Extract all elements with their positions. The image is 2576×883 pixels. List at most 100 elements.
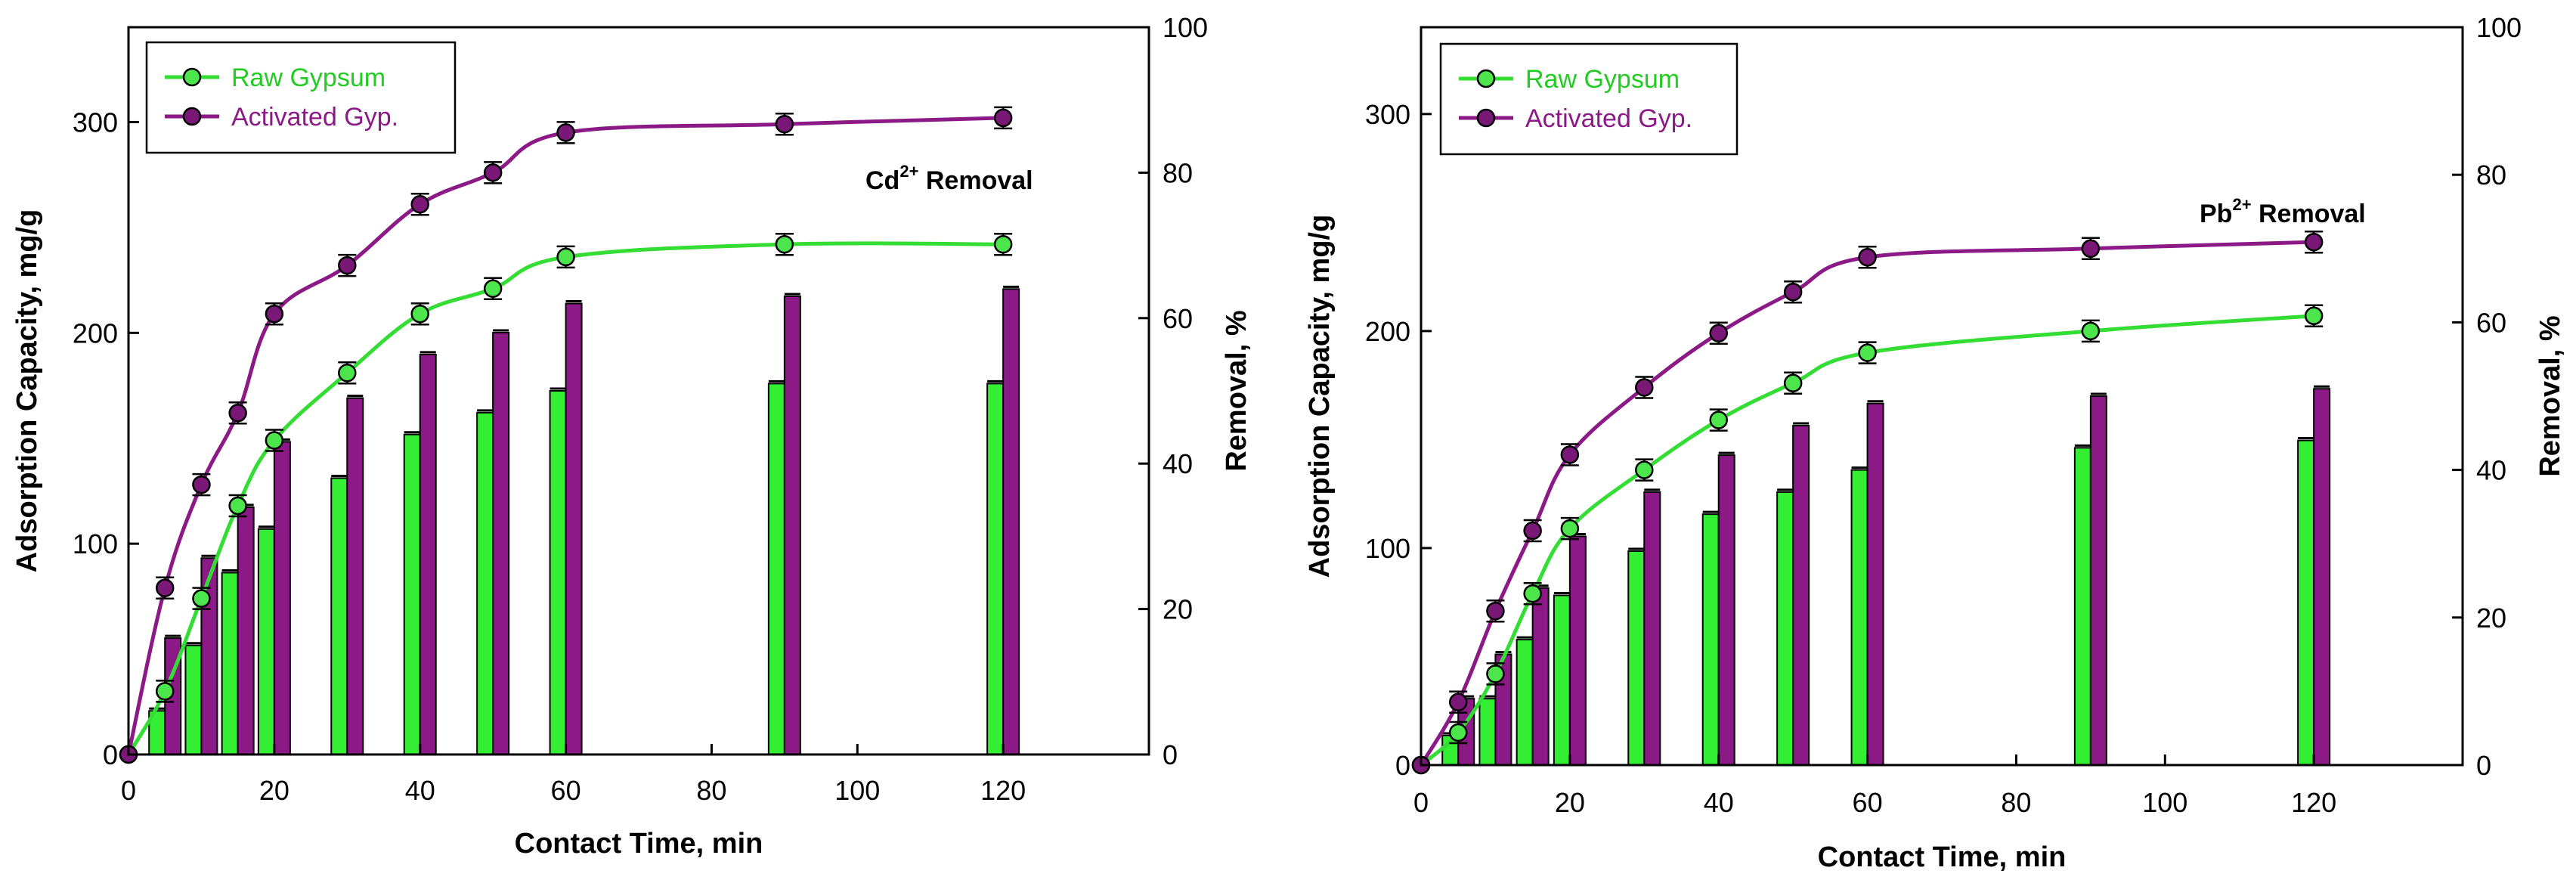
- plot-frame: [127, 26, 1150, 756]
- x-tick-label-80: 80: [2001, 787, 2031, 818]
- y2-tick-label-100: 100: [1163, 12, 1208, 43]
- plot-frame: [1420, 26, 2464, 767]
- bar-activated-t50: [1792, 425, 1810, 766]
- point-activated-gyp-t60: [1858, 248, 1877, 267]
- y2-tick-label-60: 60: [1163, 303, 1193, 334]
- point-activated-gyp-t90: [775, 115, 794, 134]
- y-tick-label-300: 300: [1365, 99, 1410, 130]
- point-activated-gyp-t50: [1783, 282, 1803, 302]
- point-raw-gypsum-t60: [1858, 343, 1877, 362]
- bar-activated-t30: [346, 397, 364, 755]
- bar-activated-t120: [1002, 288, 1020, 755]
- legend-box: [145, 41, 457, 154]
- y-axis-label: Adsorption Capacity, mg/g: [11, 209, 43, 573]
- x-tick-label-60: 60: [551, 775, 581, 806]
- bar-activated-t50: [492, 332, 510, 756]
- bar-raw-t50: [1776, 491, 1794, 766]
- legend-label-raw-gypsum: Raw Gypsum: [231, 64, 385, 92]
- bar-raw-t10: [1478, 698, 1497, 766]
- point-raw-gypsum-t15: [228, 496, 247, 516]
- x-axis-label: Contact Time, min: [515, 828, 763, 860]
- series-line-activated-gyp: [126, 116, 1004, 755]
- y-tick-label-200: 200: [1365, 316, 1410, 347]
- point-raw-gypsum-t20: [265, 431, 284, 450]
- annotation-base: Pb: [2200, 200, 2232, 228]
- point-raw-gypsum-t50: [1783, 373, 1803, 393]
- bar-raw-t30: [1627, 550, 1646, 767]
- point-raw-gypsum-t15: [1523, 584, 1542, 603]
- point-activated-gyp-t50: [483, 163, 503, 182]
- legend-marker-1: [1476, 108, 1496, 128]
- x-tick-label-20: 20: [1555, 787, 1585, 818]
- bar-activated-t90: [2089, 395, 2107, 766]
- y-axis-label: Adsorption Capacity, mg/g: [1304, 215, 1336, 578]
- bar-raw-t20: [1553, 594, 1571, 767]
- bar-raw-t90: [2073, 447, 2091, 766]
- bar-raw-t60: [1850, 469, 1869, 766]
- bar-raw-t60: [549, 390, 567, 755]
- point-activated-gyp-t60: [556, 123, 575, 142]
- annotation-rest: Removal: [2252, 200, 2366, 228]
- y-tick-label-200: 200: [73, 318, 118, 349]
- y-tick-label-300: 300: [73, 107, 118, 138]
- bar-activated-t20: [1568, 535, 1587, 766]
- point-activated-gyp-t30: [338, 256, 357, 275]
- x-tick-label-20: 20: [259, 775, 289, 806]
- y-tick-label-100: 100: [1365, 533, 1410, 564]
- point-raw-gypsum-t90: [775, 234, 794, 254]
- y2-tick-label-40: 40: [1163, 448, 1193, 479]
- y2-tick-label-0: 0: [2476, 750, 2491, 781]
- x-tick-label-120: 120: [2291, 787, 2336, 818]
- point-raw-gypsum-t120: [2304, 306, 2324, 326]
- point-raw-gypsum-t40: [410, 304, 429, 324]
- point-raw-gypsum-t50: [483, 279, 503, 299]
- point-raw-gypsum-t40: [1709, 411, 1728, 429]
- point-activated-gyp-t10: [192, 475, 211, 494]
- x-tick-label-40: 40: [405, 775, 435, 806]
- bar-raw-t50: [476, 411, 494, 755]
- annotation-sup: 2+: [899, 162, 918, 181]
- bar-raw-t15: [1516, 639, 1534, 767]
- point-activated-gyp-t10: [1486, 601, 1505, 621]
- point-raw-gypsum-t30: [338, 364, 357, 383]
- y2-tick-label-80: 80: [2476, 160, 2506, 191]
- point-raw-gypsum-t10: [1486, 665, 1505, 683]
- point-raw-gypsum-t5: [1448, 723, 1468, 742]
- y2-axis-label: Removal, %: [1221, 310, 1252, 471]
- bar-activated-t40: [419, 353, 437, 755]
- x-axis-label: Contact Time, min: [1818, 841, 2067, 873]
- y-tick-label-0: 0: [103, 739, 118, 770]
- bar-activated-t120: [2313, 388, 2331, 766]
- bar-activated-t20: [273, 441, 291, 756]
- bar-raw-t40: [1701, 513, 1720, 766]
- point-activated-gyp-t15: [228, 404, 247, 423]
- y2-tick-label-0: 0: [1163, 739, 1178, 770]
- annotation-sup: 2+: [2232, 195, 2251, 214]
- chart-annotation: Cd2+ Removal: [865, 162, 1033, 195]
- x-tick-label-100: 100: [834, 775, 880, 806]
- bar-activated-t15: [1531, 587, 1550, 767]
- point-raw-gypsum-t90: [2081, 321, 2101, 341]
- point-activated-gyp-t20: [265, 304, 284, 324]
- legend-label-activated-gyp: Activated Gyp.: [231, 103, 398, 132]
- point-activated-gyp-t5: [1448, 692, 1468, 712]
- bar-activated-t60: [565, 302, 583, 755]
- legend-box: [1439, 42, 1738, 156]
- chart-annotation: Pb2+ Removal: [2200, 195, 2366, 228]
- bar-activated-t60: [1866, 402, 1884, 766]
- bar-raw-t120: [2297, 439, 2315, 766]
- bar-raw-t10: [184, 644, 203, 756]
- legend-marker-0: [1476, 69, 1496, 88]
- point-raw-gypsum-t120: [993, 234, 1013, 254]
- bar-activated-t15: [237, 506, 255, 755]
- x-tick-label-120: 120: [980, 775, 1026, 806]
- chart-pb-removal: 0 20 40 60 80 100 120 0 100 200 300 0 20 40 60 80 100 Con…: [1304, 12, 2566, 873]
- bar-raw-t30: [330, 477, 348, 755]
- bar-raw-t40: [403, 433, 421, 755]
- legend-label-activated-gyp: Activated Gyp.: [1525, 104, 1692, 133]
- point-activated-gyp-t20: [1560, 445, 1580, 464]
- point-activated-gyp-t120: [993, 108, 1013, 128]
- point-raw-gypsum-t10: [192, 589, 211, 608]
- chart-cd-removal: 0 20 40 60 80 100 120 0 100 200 300 0 20 40 60 80 100 Con…: [11, 12, 1252, 860]
